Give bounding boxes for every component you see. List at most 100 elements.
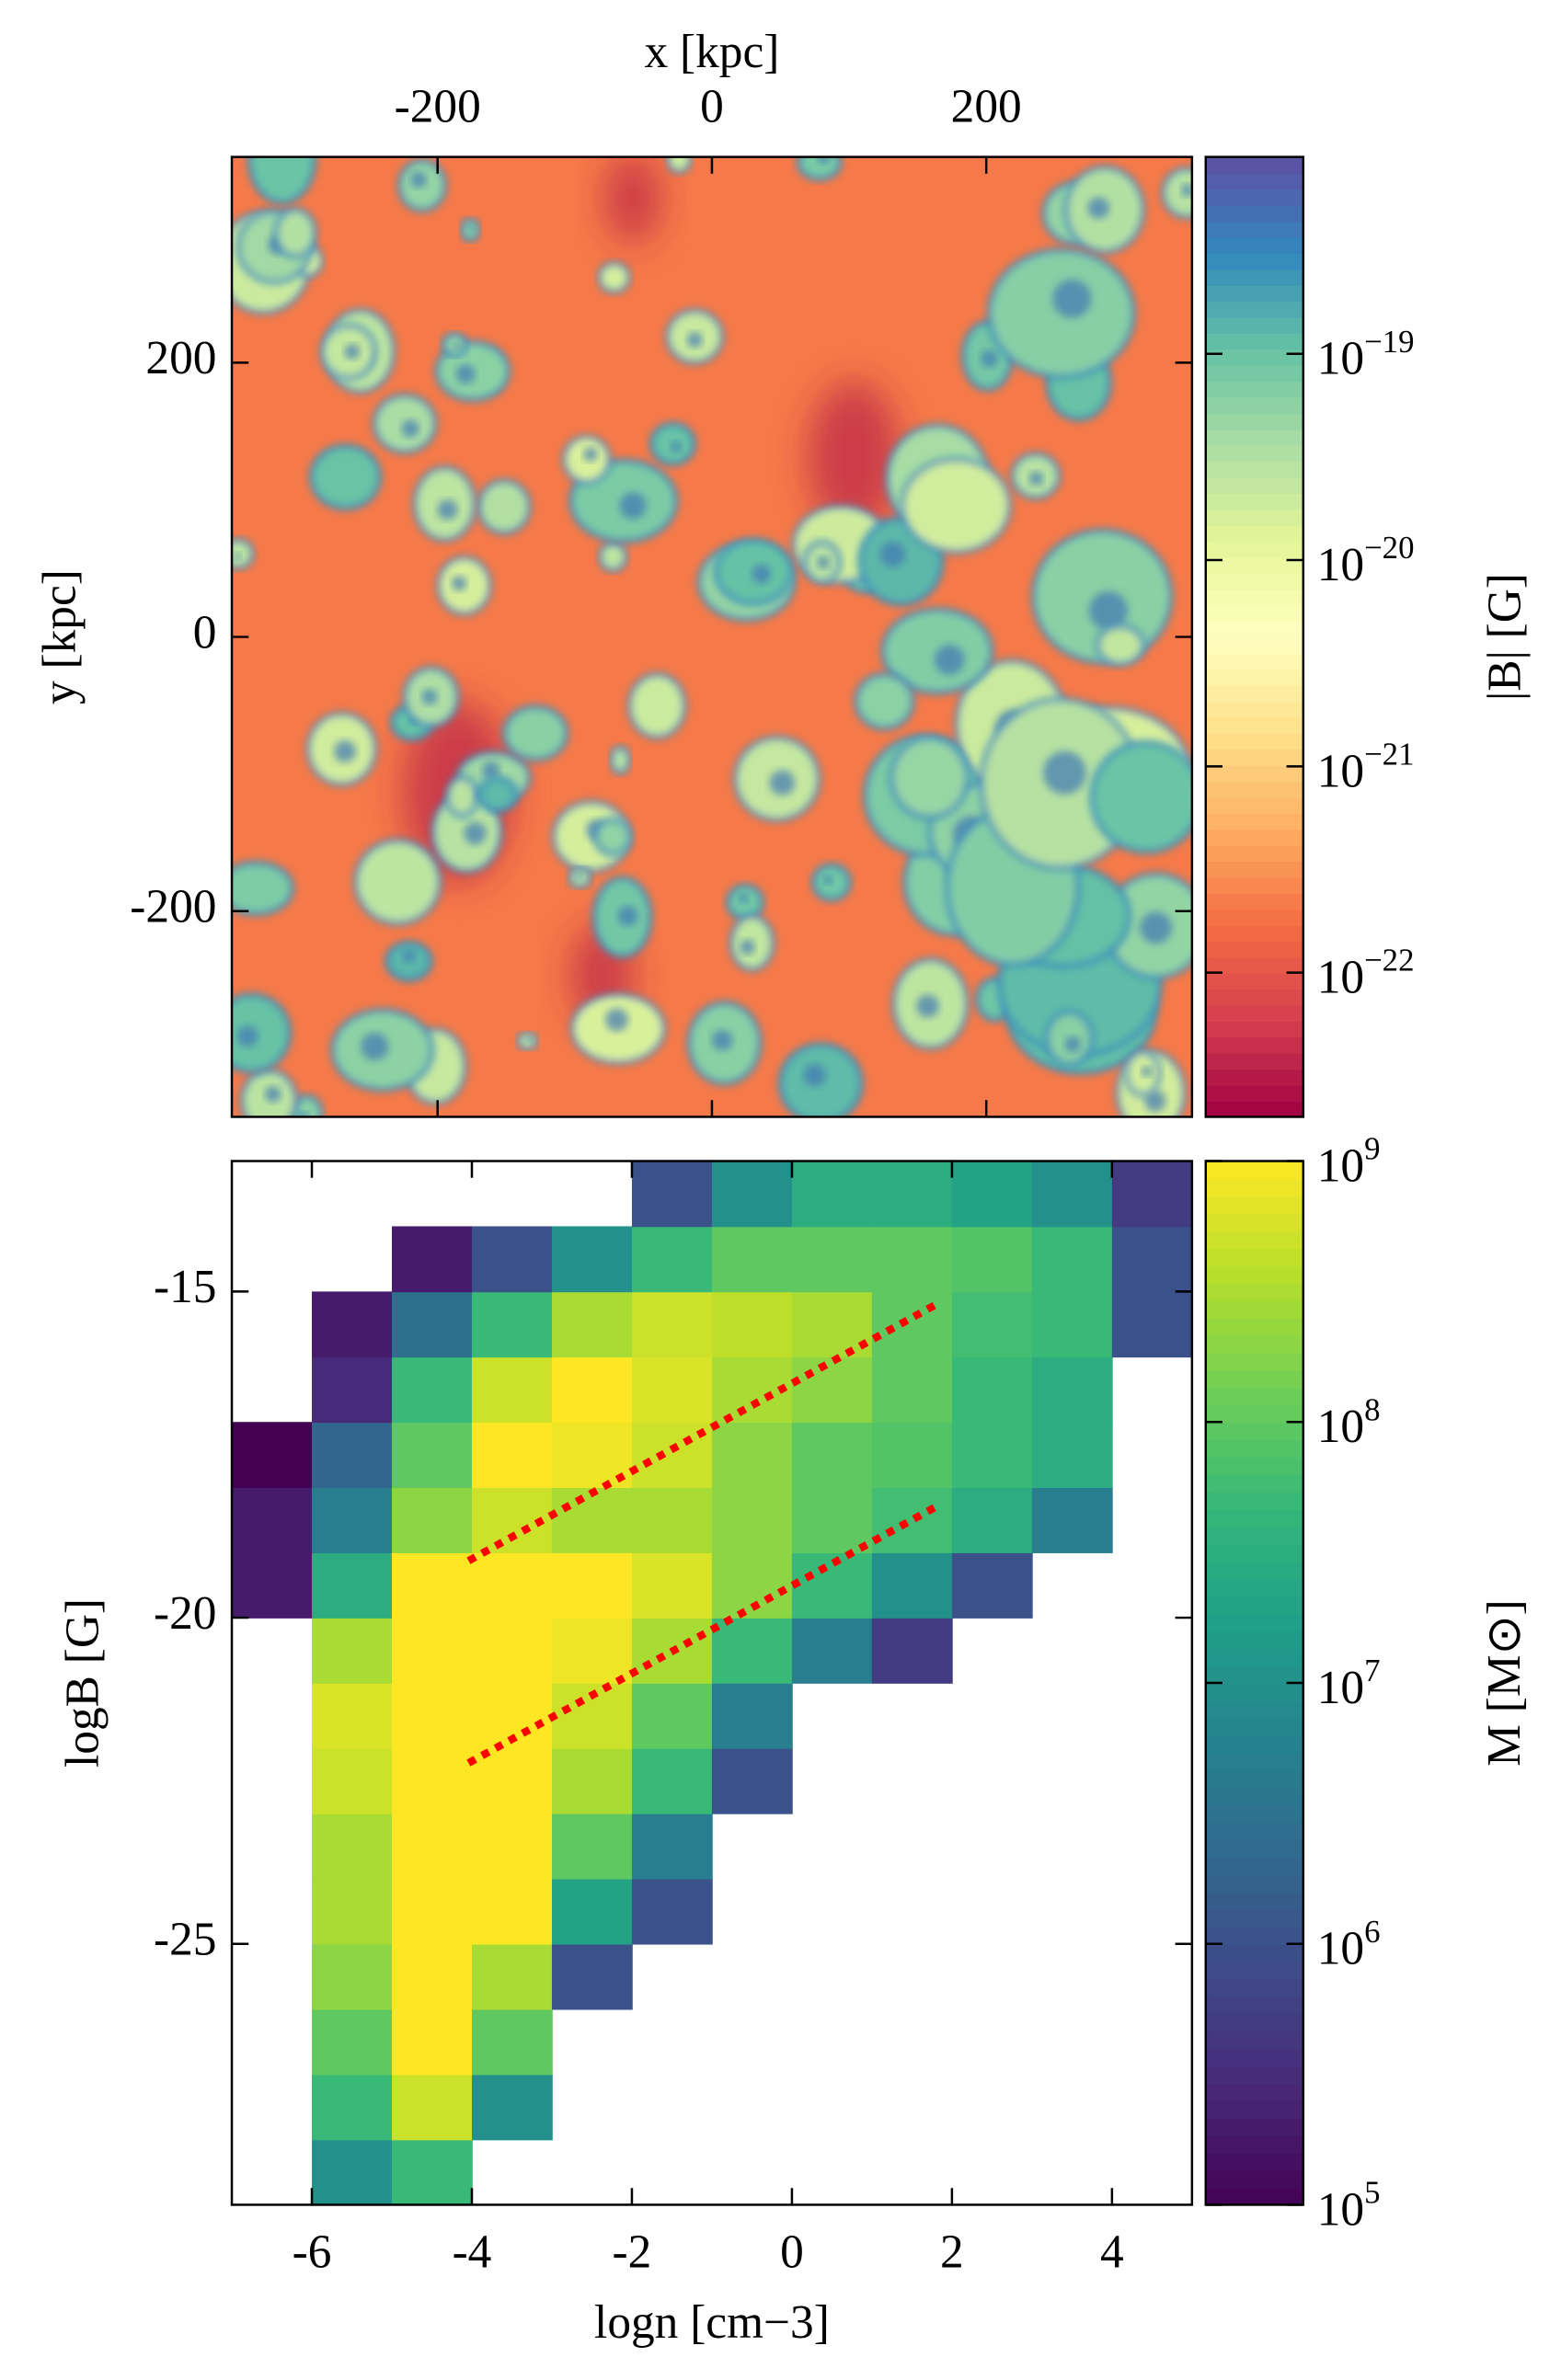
hist-cell	[551, 1878, 633, 1945]
map-bubble-core	[740, 939, 755, 955]
colorbar-segment	[1205, 652, 1303, 670]
colorbar-segment	[1205, 509, 1303, 526]
hist-cell	[871, 1291, 953, 1358]
colorbar-segment	[1205, 1631, 1303, 1650]
map-bubble-core	[482, 761, 500, 780]
map-bubble	[609, 745, 632, 775]
map-dark-streak	[604, 156, 660, 245]
hist-cell	[631, 1356, 713, 1424]
colorbar-segment	[1205, 173, 1303, 190]
map-bubble	[232, 860, 295, 917]
hist-cell	[631, 1747, 713, 1814]
colorbar-tick-label-exponent: 7	[1364, 1653, 1380, 1688]
colorbar-segment	[1205, 781, 1303, 798]
hist-cell	[1031, 1161, 1113, 1228]
colorbar-segment	[1205, 764, 1303, 783]
y-tick-label: 200	[145, 332, 216, 384]
colorbar-segment	[1205, 2083, 1303, 2101]
x-tick-label: 200	[951, 81, 1022, 133]
hist-cell	[312, 1356, 393, 1424]
colorbar-segment	[1205, 189, 1303, 206]
map-bubble	[597, 260, 632, 294]
colorbar-segment	[1205, 1101, 1303, 1118]
map-bubble-core	[1144, 1090, 1166, 1112]
colorbar-segment	[1205, 2065, 1303, 2085]
map-bubble	[476, 478, 532, 535]
colorbar-segment	[1205, 989, 1303, 1006]
x-tick-label: 0	[780, 2226, 804, 2279]
hist-cell	[471, 1813, 553, 1880]
colorbar-segment	[1205, 396, 1303, 415]
map-bubble-core	[236, 1025, 258, 1047]
map-bubble-core	[604, 1008, 628, 1032]
x-tick-label: 2	[940, 2226, 964, 2279]
map-bubble	[1089, 740, 1192, 854]
colorbar-tick-label: 105	[1317, 2175, 1381, 2237]
hist-cell	[232, 1487, 313, 1553]
hist-cell	[1111, 1226, 1192, 1293]
map-bubble-core	[410, 171, 427, 188]
hist-cell	[471, 2008, 553, 2076]
colorbar-segment	[1205, 684, 1303, 703]
colorbar-segment	[1205, 253, 1303, 270]
map-bubble-core	[817, 555, 830, 569]
map-bubble-core	[916, 994, 939, 1018]
map-bubble-core	[575, 873, 582, 880]
hist-cell	[631, 1487, 713, 1553]
map-bubble-core	[437, 499, 458, 521]
colorbar-segment	[1205, 1069, 1303, 1086]
x-axis-label: logn [cm−3]	[594, 2296, 830, 2349]
colorbar-segment	[1205, 524, 1303, 543]
colorbar-segment	[1205, 1769, 1303, 1789]
x-tick-label: 0	[700, 81, 724, 133]
hist-cell	[1111, 1291, 1192, 1358]
y-tick-label: 0	[193, 606, 217, 658]
colorbar-segment	[1205, 333, 1303, 350]
colorbar-segment	[1205, 1404, 1303, 1424]
colorbar-segment	[1205, 749, 1303, 766]
colorbar-segment	[1205, 829, 1303, 846]
colorbar-tick-label-base: 10	[1317, 1401, 1364, 1453]
hist-cell	[471, 1356, 553, 1424]
map-dark-streak	[808, 381, 900, 533]
hist-cell	[631, 1226, 713, 1293]
colorbar-tick-label-base: 10	[1317, 1922, 1364, 1974]
colorbar-segment	[1205, 1036, 1303, 1054]
hist-cell	[392, 1618, 473, 1684]
colorbar-segment	[1205, 1230, 1303, 1250]
colorbar-segment	[1205, 1052, 1303, 1070]
colorbar-segment	[1205, 1317, 1303, 1336]
hist-cell	[951, 1356, 1033, 1424]
colorbar-segment	[1205, 1699, 1303, 1719]
colorbar-tick-label-exponent: 5	[1364, 2175, 1380, 2211]
colorbar-segment	[1205, 1439, 1303, 1459]
plot-area	[232, 1161, 1192, 2205]
colorbar-tick-label-exponent: 8	[1364, 1391, 1380, 1427]
colorbar-segment	[1205, 1857, 1303, 1876]
hist-cell	[871, 1422, 953, 1489]
map-bubble-core	[769, 770, 795, 795]
hist-cell	[471, 1226, 553, 1293]
hist-cell	[312, 1747, 393, 1814]
colorbar-segment	[1205, 1804, 1303, 1824]
hist-cell	[951, 1291, 1033, 1358]
hist-cell	[312, 1291, 393, 1358]
hist-cell	[392, 2139, 473, 2205]
colorbar-segment	[1205, 812, 1303, 830]
map-bubble-core	[401, 419, 419, 438]
colorbar-segment	[1205, 204, 1303, 223]
hist-cell	[1031, 1487, 1113, 1553]
colorbar-tick-label-base: 10	[1317, 1662, 1364, 1714]
hist-cell	[1111, 1161, 1192, 1228]
hist-cell	[951, 1487, 1033, 1553]
colorbar-segment	[1205, 1578, 1303, 1597]
colorbar-segment	[1205, 429, 1303, 446]
map-bubble-core	[464, 821, 487, 845]
colorbar-segment	[1205, 1196, 1303, 1215]
colorbar-segment	[1205, 796, 1303, 814]
colorbar-segment	[1205, 1334, 1303, 1354]
map-bubble-core	[1052, 279, 1092, 318]
colorbar-segment	[1205, 716, 1303, 734]
hist-cell	[1031, 1422, 1113, 1489]
